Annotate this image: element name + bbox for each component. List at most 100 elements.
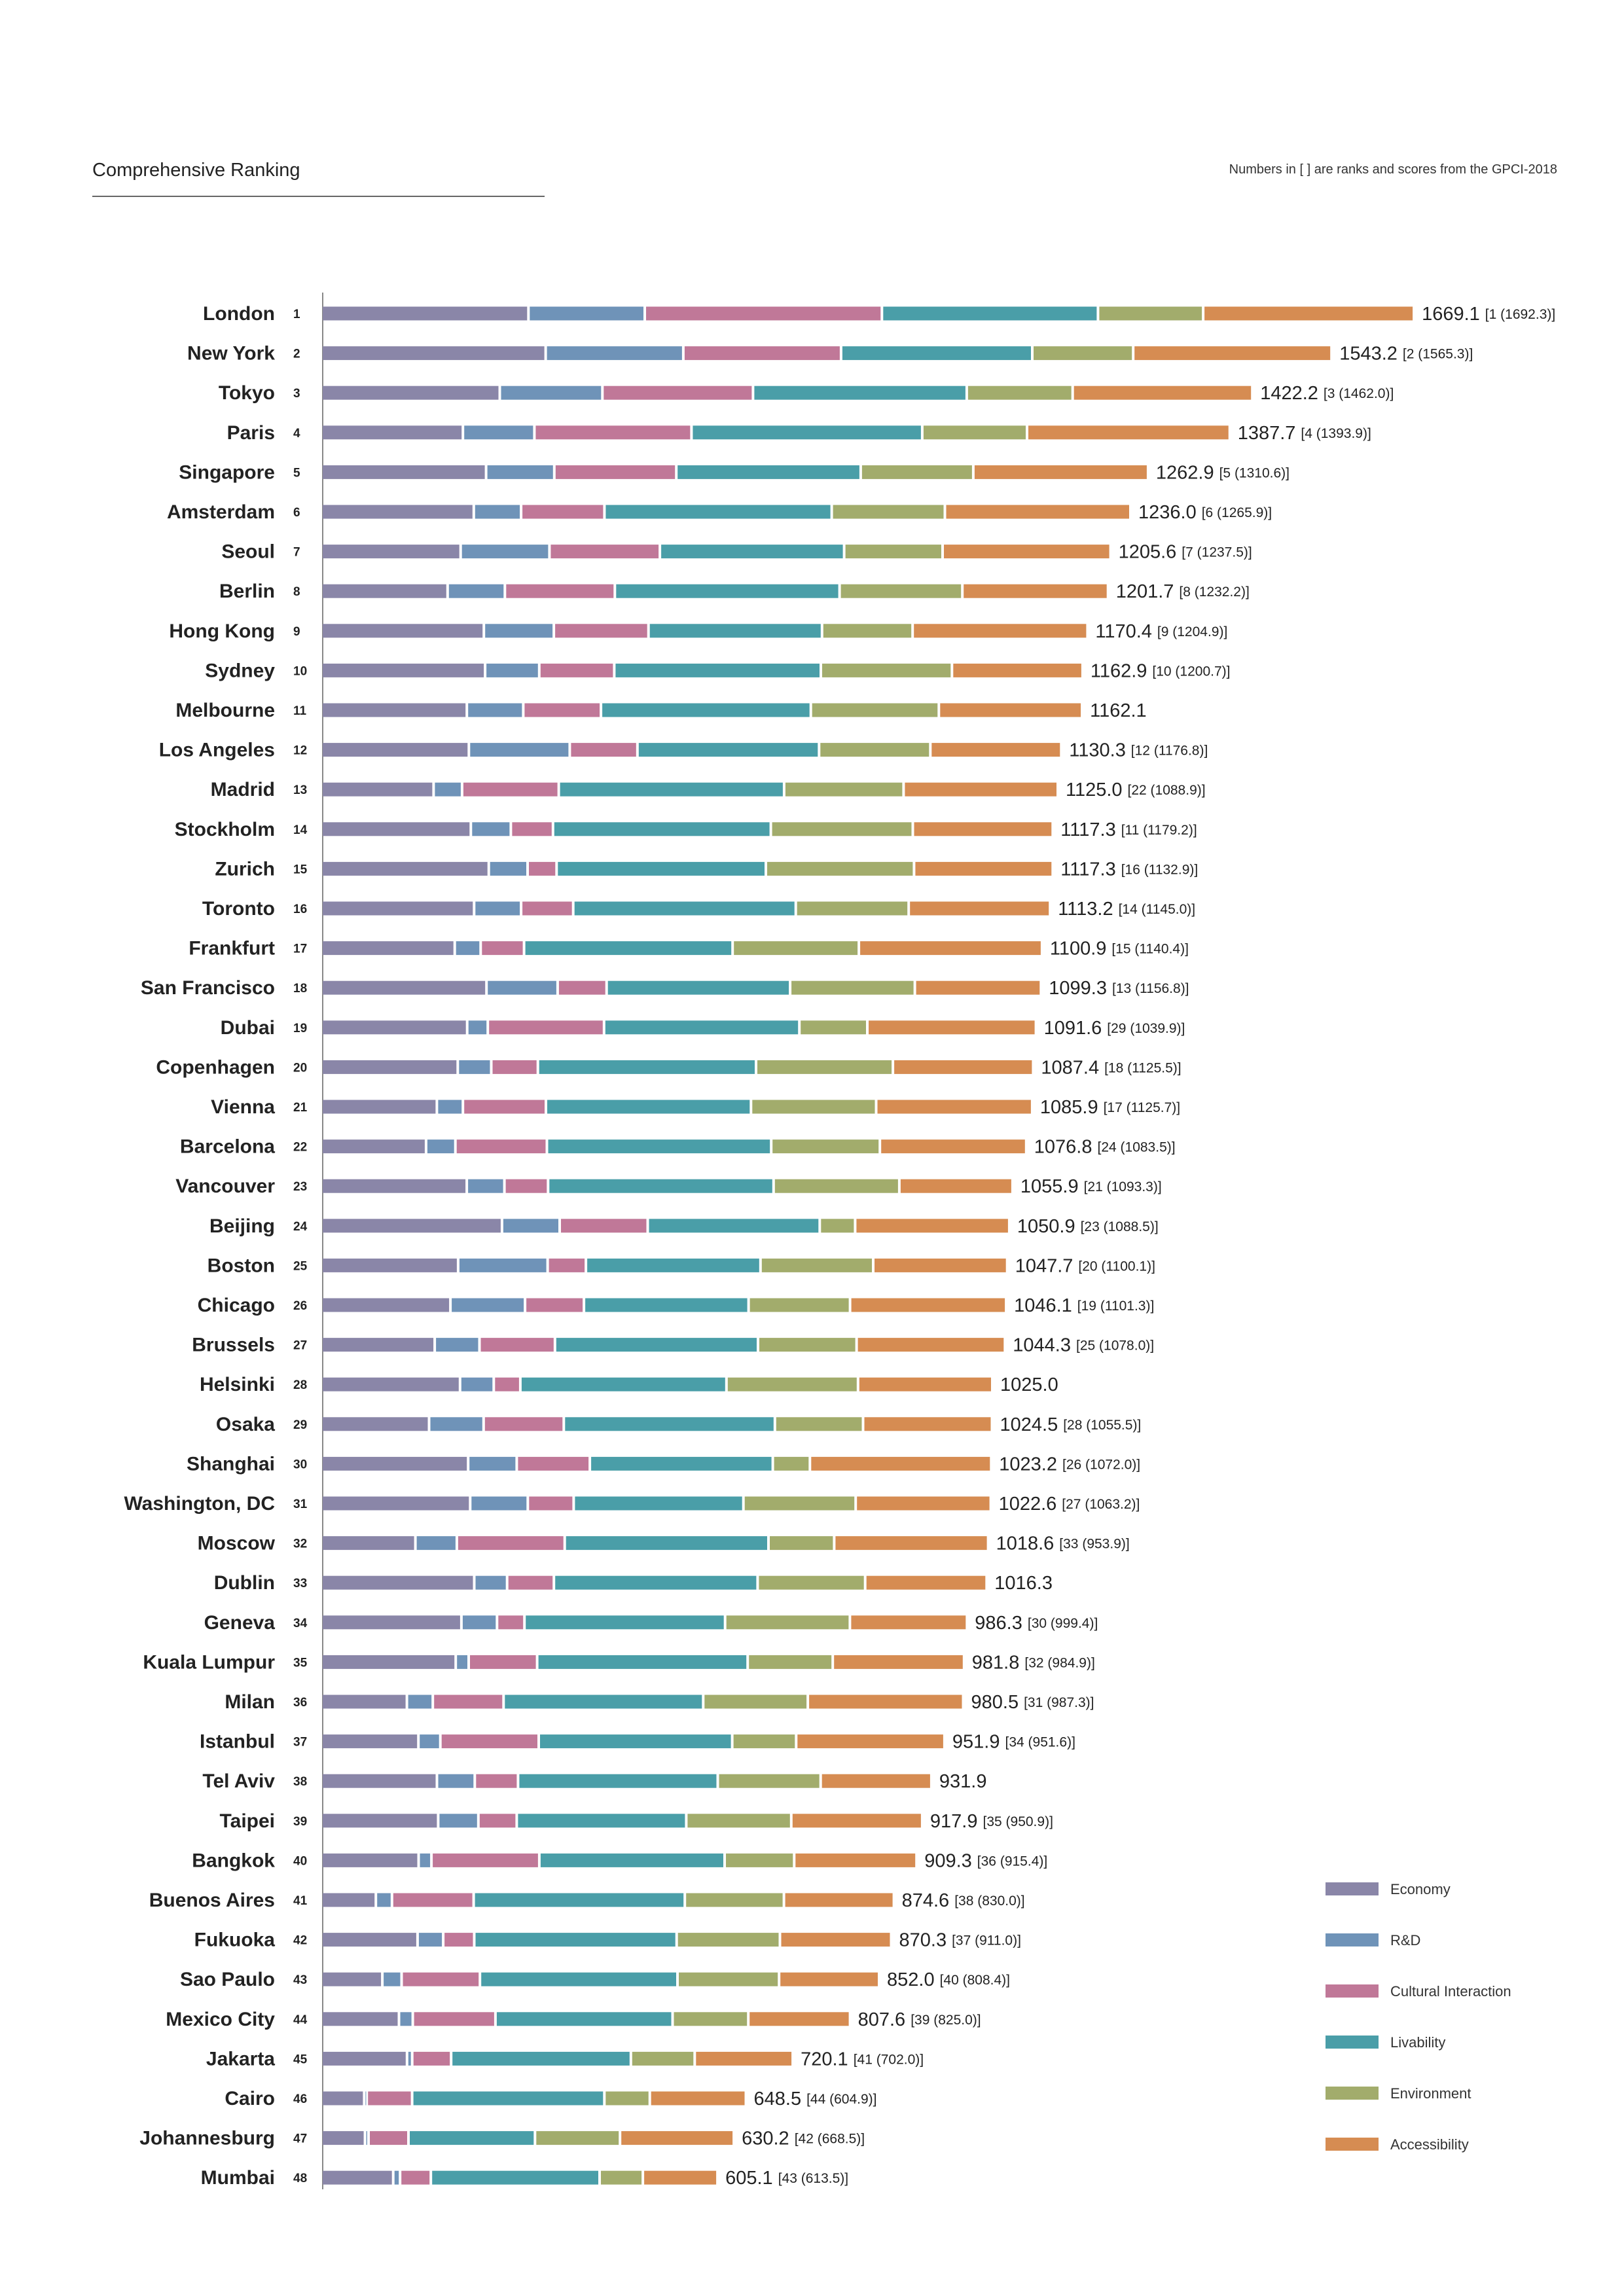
bar-segment-r-d — [490, 861, 526, 876]
previous-rank-score: [44 (604.9)] — [806, 2092, 876, 2107]
bar-segment-livability — [496, 2012, 672, 2026]
city-label: Stockholm — [175, 819, 275, 840]
total-score: 1024.5 — [1000, 1414, 1058, 1435]
bar-segment-economy — [323, 1695, 406, 1709]
rank-label: 27 — [293, 1339, 307, 1353]
city-label: Dubai — [221, 1017, 275, 1039]
bar-segment-economy — [323, 1377, 459, 1391]
bar-segment-accessibility — [835, 1536, 987, 1551]
total-score: 1022.6 — [999, 1494, 1057, 1515]
bar-segment-economy — [323, 1575, 473, 1590]
city-label: Helsinki — [200, 1374, 275, 1395]
bar-segment-livability — [540, 1853, 723, 1867]
bar-segment-r-d — [394, 2170, 399, 2185]
bar-segment-environment — [704, 1695, 807, 1709]
bar-segment-environment — [752, 1100, 875, 1114]
city-rows: London 1 1669.1 [1 (1692.3)] New York 2 1543.2… — [124, 303, 1555, 2189]
previous-rank-score: [12 (1176.8)] — [1131, 744, 1208, 759]
bar-segment-environment — [767, 861, 913, 876]
previous-rank-score: [36 (915.4)] — [977, 1854, 1047, 1869]
bar-segment-accessibility — [881, 1139, 1025, 1154]
bar-segment-livability — [574, 901, 795, 916]
rank-label: 17 — [293, 942, 307, 956]
city-row-melbourne: Melbourne 11 1162.1 — [175, 700, 1146, 721]
legend-item-accessibility: Accessibility — [1326, 2136, 1469, 2153]
rank-label: 33 — [293, 1577, 307, 1590]
legend-label: Environment — [1390, 2085, 1471, 2102]
bar-segment-accessibility — [696, 2051, 792, 2066]
bar-segment-r-d — [457, 1655, 467, 1669]
bar-segment-r-d — [464, 425, 533, 440]
bar-segment-livability — [693, 425, 921, 440]
bar-segment-livability — [525, 941, 732, 956]
bar-segment-accessibility — [916, 980, 1040, 995]
city-row-geneva: Geneva 34 986.3 [30 (999.4)] — [204, 1612, 1098, 1634]
bar-segment-livability — [565, 1417, 774, 1431]
city-label: Johannesburg — [139, 2128, 275, 2149]
city-row-tel-aviv: Tel Aviv 38 931.9 — [202, 1770, 986, 1792]
city-row-chicago: Chicago 26 1046.1 [19 (1101.3)] — [198, 1295, 1155, 1316]
city-label: Chicago — [198, 1295, 275, 1316]
previous-rank-score: [34 (951.6)] — [1005, 1735, 1075, 1750]
previous-rank-score: [19 (1101.3)] — [1077, 1299, 1155, 1314]
rank-label: 47 — [293, 2132, 307, 2146]
bar-segment-economy — [323, 425, 462, 440]
city-label: Mumbai — [201, 2167, 275, 2189]
total-score: 1130.3 — [1069, 740, 1126, 761]
bar-segment-r-d — [468, 703, 522, 717]
bar-segment-accessibility — [781, 1933, 890, 1947]
bar-segment-cultural-interaction — [480, 1338, 554, 1352]
previous-rank-score: [8 (1232.2)] — [1179, 584, 1249, 600]
rank-label: 1 — [293, 308, 300, 321]
total-score: 1085.9 — [1040, 1097, 1098, 1118]
bar-segment-environment — [679, 1972, 778, 1986]
rank-label: 44 — [293, 2013, 308, 2027]
city-row-tokyo: Tokyo 3 1422.2 [3 (1462.0)] — [219, 382, 1394, 404]
bar-segment-cultural-interaction — [506, 584, 614, 598]
bar-segment-environment — [861, 465, 972, 479]
bar-segment-accessibility — [1134, 346, 1331, 361]
bar-segment-r-d — [475, 505, 520, 519]
previous-rank-score: [38 (830.0)] — [954, 1893, 1024, 1909]
legend-item-economy: Economy — [1326, 1881, 1451, 1897]
bar-segment-economy — [323, 1020, 466, 1035]
previous-rank-score: [43 (613.5)] — [778, 2171, 848, 2186]
bar-segment-cultural-interaction — [495, 1377, 519, 1391]
bar-segment-r-d — [459, 1258, 547, 1272]
bar-segment-accessibility — [869, 1020, 1035, 1035]
bar-segment-livability — [602, 703, 810, 717]
bar-segment-environment — [820, 743, 929, 757]
rank-label: 28 — [293, 1378, 307, 1392]
bar-segment-r-d — [462, 1615, 496, 1630]
bar-segment-environment — [674, 2012, 748, 2026]
bar-segment-accessibility — [905, 782, 1056, 797]
bar-segment-environment — [719, 1774, 820, 1788]
bar-segment-cultural-interaction — [550, 545, 659, 559]
rank-label: 14 — [293, 823, 308, 837]
bar-segment-economy — [323, 1972, 382, 1986]
bar-segment-accessibility — [1204, 306, 1413, 321]
bar-segment-livability — [558, 861, 765, 876]
total-score: 1236.0 — [1138, 502, 1197, 523]
city-label: Geneva — [204, 1612, 276, 1634]
bar-segment-r-d — [468, 1020, 487, 1035]
bar-segment-livability — [540, 1734, 731, 1749]
total-score: 986.3 — [975, 1613, 1022, 1634]
bar-segment-cultural-interaction — [401, 2170, 430, 2185]
bar-segment-economy — [323, 505, 473, 519]
bar-segment-r-d — [418, 1933, 442, 1947]
chart-note: Numbers in [ ] are ranks and scores from… — [1229, 162, 1557, 177]
bar-segment-cultural-interaction — [368, 2091, 411, 2106]
bar-segment-livability — [605, 1020, 799, 1035]
bar-segment-accessibility — [964, 584, 1107, 598]
bar-segment-environment — [797, 901, 908, 916]
bar-segment-environment — [772, 822, 912, 836]
bar-segment-environment — [632, 2051, 694, 2066]
bar-segment-cultural-interaction — [555, 465, 676, 479]
city-row-barcelona: Barcelona 22 1076.8 [24 (1083.5)] — [180, 1136, 1176, 1158]
bar-segment-r-d — [488, 980, 556, 995]
city-row-shanghai: Shanghai 30 1023.2 [26 (1072.0)] — [187, 1453, 1140, 1475]
city-label: Melbourne — [175, 700, 275, 721]
bar-segment-livability — [521, 1377, 725, 1391]
rank-label: 30 — [293, 1458, 307, 1471]
